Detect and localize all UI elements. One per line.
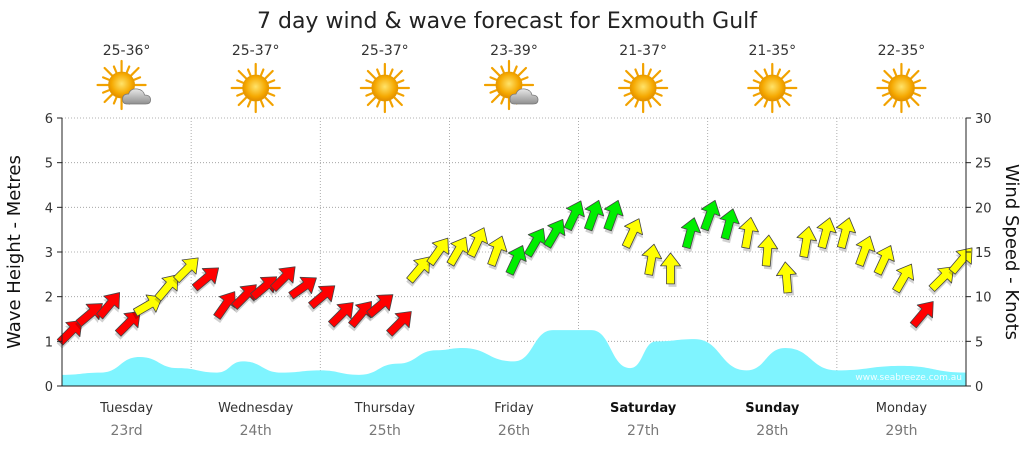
right-axis-ticks: 0 5 10 15 20 25 30 [966,112,992,395]
sun-icon [230,62,281,114]
day-name-label: Tuesday [99,401,153,416]
weather-row: 25-36° 25-37° 25-37° 23-39° 21-37° 21-35° 22-3… [96,43,927,114]
wind-arrow [909,301,934,332]
wind-arrow [603,199,625,235]
wind-arrow [269,266,296,296]
wind-arrow [426,237,449,270]
sun-cloud-icon [96,59,151,111]
right-tick-label: 0 [975,380,983,395]
wind-arrow [700,199,721,235]
left-tick-label: 5 [45,157,53,172]
right-tick-label: 20 [975,201,992,216]
wind-arrow [191,267,220,295]
wind-arrow [287,276,317,303]
day-date-label: 23rd [110,423,142,439]
wind-arrow [365,294,394,322]
wind-arrow [131,294,163,320]
wind-arrow [213,291,236,323]
wind-arrow [641,243,664,279]
wave-height-area [62,330,966,386]
wind-arrow [757,234,780,270]
left-tick-label: 3 [45,246,53,261]
wind-arrow [928,266,955,296]
wind-arrow [738,216,760,252]
day-date-label: 24th [240,423,272,439]
day-date-label: 27th [627,423,659,439]
chart-title: 7 day wind & wave forecast for Exmouth G… [257,9,758,34]
wind-arrow [307,285,336,313]
left-tick-label: 1 [45,335,53,350]
wind-arrow [621,218,644,253]
wind-arrow [230,284,257,313]
day-name-label: Saturday [610,401,677,416]
right-axis-title: Wind Speed - Knots [1001,164,1022,340]
wind-arrow [775,261,799,296]
right-tick-label: 5 [975,335,983,350]
wind-arrow [75,303,103,331]
wind-arrow [406,256,431,287]
sun-icon [618,62,669,114]
wind-arrow [796,225,819,261]
day-date-label: 28th [756,423,788,439]
day-date-label: 26th [498,423,530,439]
left-axis-title: Wave Height - Metres [4,155,25,349]
left-tick-label: 4 [45,201,53,216]
left-tick-label: 2 [45,291,53,306]
wind-arrow [563,200,585,235]
right-tick-label: 10 [975,291,992,306]
temp-range-label: 23-39° [490,43,538,59]
wind-arrows [56,199,973,349]
wind-arrow [719,208,741,244]
right-tick-label: 30 [975,112,992,127]
wind-arrow [584,199,605,235]
wind-arrow [835,217,857,253]
day-labels: Tuesday 23rd Wednesday 24th Thursday 25th Frid… [99,401,927,439]
wind-arrow [154,274,179,305]
day-date-label: 25th [369,423,401,439]
wind-arrow [487,235,508,271]
right-tick-label: 25 [975,157,992,172]
left-tick-label: 6 [45,112,53,127]
sun-icon [876,62,927,114]
temp-range-label: 21-35° [748,43,796,59]
wind-arrow [446,236,469,270]
temp-range-label: 25-37° [232,43,280,59]
left-tick-label: 0 [45,380,53,395]
wind-arrow [816,217,838,253]
wind-arrow [543,218,566,252]
wind-arrow [505,245,527,279]
temp-range-label: 21-37° [619,43,667,59]
left-axis-ticks: 0 1 2 3 4 5 6 [45,112,62,395]
sun-icon [747,62,798,114]
sun-cloud-icon [483,59,539,111]
temp-range-label: 25-37° [361,43,409,59]
sun-icon [359,62,410,114]
wind-arrow [249,276,278,304]
day-name-label: Friday [494,401,534,416]
wind-arrow [327,302,354,331]
wind-arrow [348,301,372,332]
day-name-label: Sunday [745,401,800,416]
right-tick-label: 15 [975,246,992,261]
temp-range-label: 25-36° [103,43,151,59]
watermark: www.seabreeze.com.au [855,373,962,383]
day-date-label: 29th [885,423,917,439]
wind-arrow [873,245,895,279]
wind-arrow [660,252,683,287]
wind-arrow [855,235,876,271]
day-name-label: Thursday [354,401,416,416]
grid-lines [62,117,966,386]
day-name-label: Wednesday [218,401,294,416]
wind-arrow [172,257,199,287]
wind-arrow [680,217,702,253]
wind-arrow [892,263,915,297]
day-name-label: Monday [876,401,928,416]
wind-arrow [466,227,489,262]
wind-arrow [114,311,141,340]
wind-arrow [96,292,121,323]
temp-range-label: 22-35° [878,43,926,59]
wind-arrow [56,319,83,349]
wind-arrow [385,311,412,340]
